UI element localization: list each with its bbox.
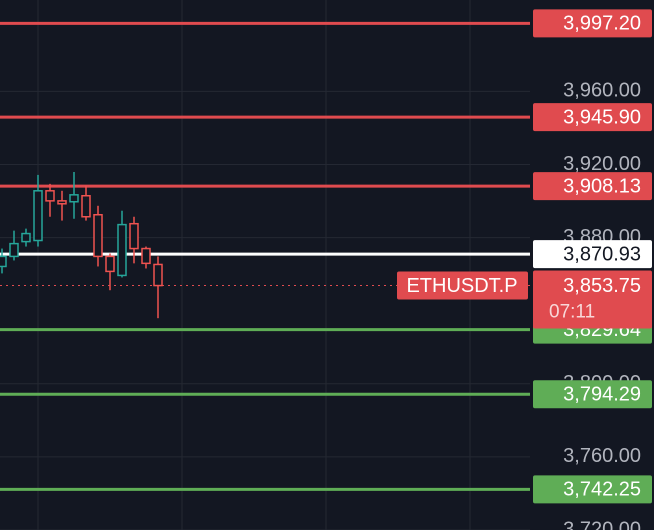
symbol-tag — [397, 271, 528, 300]
candle-body — [105, 255, 115, 273]
candle-body — [57, 200, 67, 205]
level-price-box — [533, 380, 652, 409]
candle-body — [45, 190, 55, 202]
candle-body — [81, 194, 91, 218]
level-price-box — [533, 9, 652, 38]
y-tick-label: 3,760.00 — [563, 445, 641, 467]
level-price-label: 3,997.20 — [563, 13, 641, 35]
candle-body — [141, 247, 151, 265]
level-price-label: 3,908.13 — [563, 175, 641, 197]
level-price-label: 3,870.93 — [563, 243, 641, 265]
last-price-box — [533, 270, 652, 329]
countdown-label: 07:11 — [549, 302, 595, 323]
level-price-label: 3,945.90 — [563, 106, 641, 128]
candle-body — [21, 232, 31, 243]
level-price-box — [533, 172, 652, 201]
candle-body — [9, 242, 19, 258]
candle-body — [153, 263, 163, 287]
vertical-grid — [37, 0, 471, 530]
y-tick-label: 3,920.00 — [563, 153, 641, 175]
level-price-box — [533, 475, 652, 504]
candle-body — [0, 255, 7, 268]
y-tick-label: 3,720.00 — [563, 518, 641, 530]
candle-body — [33, 190, 43, 242]
level-price-label: 3,794.29 — [563, 384, 641, 406]
level-price-box — [533, 103, 652, 132]
level-price-label: 3,742.25 — [563, 479, 641, 501]
level-price-box — [533, 240, 652, 269]
symbol-label: ETHUSDT.P — [406, 275, 517, 297]
candle-body — [69, 194, 79, 203]
candle-body — [93, 213, 103, 258]
candle-body — [129, 222, 139, 250]
last-price-label: 3,853.75 — [563, 275, 641, 297]
y-tick-label: 3,960.00 — [563, 80, 641, 102]
candle-body — [117, 223, 127, 277]
